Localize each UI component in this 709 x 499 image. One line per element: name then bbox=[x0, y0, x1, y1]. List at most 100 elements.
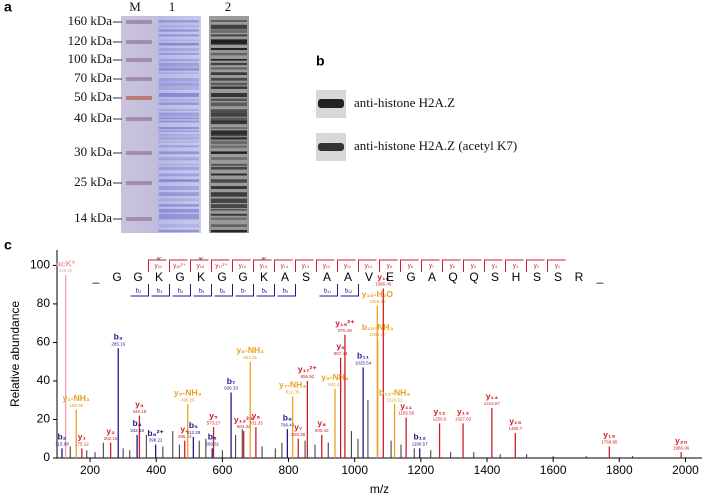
peak-mz: 1068.48 bbox=[369, 299, 386, 304]
y-bracket bbox=[442, 259, 461, 272]
marker-label: 100 kDa bbox=[68, 51, 113, 66]
peak-ion: y₁₉²⁺ bbox=[335, 318, 355, 328]
y-bracket bbox=[379, 259, 398, 272]
y-ladder-label: y₁₁ bbox=[344, 264, 351, 270]
peak-ion: y₁₁ bbox=[400, 401, 412, 411]
gel-band bbox=[211, 29, 247, 33]
y-axis-label: Relative abundance bbox=[8, 301, 22, 407]
y-ladder-label: y₃ bbox=[513, 264, 519, 270]
y-bracket bbox=[358, 259, 377, 272]
y-ladder-label: y₁₆ bbox=[239, 264, 247, 270]
gel-band bbox=[159, 140, 199, 143]
peak-mz: 626.33 bbox=[224, 386, 238, 391]
blot-label: anti-histone H2A.Z (acetyl K7) bbox=[354, 138, 517, 153]
peak-mz: 1256.6 bbox=[433, 417, 447, 422]
y-bracket bbox=[337, 259, 356, 272]
residue: G bbox=[133, 270, 142, 284]
y-tick-label: 40 bbox=[37, 373, 51, 387]
marker-band bbox=[126, 217, 152, 221]
x-tick-label: 1600 bbox=[540, 463, 567, 477]
peak-mz: 486.24 bbox=[178, 434, 192, 439]
x-tick-label: 400 bbox=[146, 463, 166, 477]
peak-mz: 796.44 bbox=[280, 422, 294, 427]
peak-ion: b₄ bbox=[132, 418, 141, 428]
b-ladder-label: b₁₁ bbox=[324, 289, 331, 295]
panel-c: c 0 20 40 60 80 100 200 400 600 800 1000 1200 1400 160… bbox=[4, 237, 702, 496]
peak-ion: acK* bbox=[56, 258, 76, 268]
peak-ion: y₅ bbox=[209, 410, 218, 420]
residue: A bbox=[344, 270, 352, 284]
panel-label: c bbox=[4, 237, 12, 253]
gel-band bbox=[211, 163, 247, 166]
marker-label: 50 kDa bbox=[74, 89, 112, 104]
peak-ion: y₈ bbox=[317, 418, 326, 428]
y-ladder-label: y₁₀ bbox=[365, 264, 373, 270]
gel-band bbox=[211, 137, 247, 140]
peak-ion: y₁₀-H₂O bbox=[362, 289, 394, 299]
b-bracket bbox=[151, 284, 170, 297]
residue: S bbox=[491, 270, 499, 284]
peak-mz: 126.09 bbox=[59, 268, 73, 273]
gel-band bbox=[159, 163, 199, 166]
gel-band bbox=[211, 34, 247, 37]
blot-band bbox=[318, 99, 344, 108]
peak-mz: 1414.67 bbox=[484, 401, 501, 406]
gel-band bbox=[211, 157, 247, 160]
peak-ion: y₁₄ bbox=[486, 391, 498, 401]
peak-ion: y₁₈ bbox=[603, 430, 615, 440]
peak-mz: 398.22 bbox=[149, 438, 163, 443]
gel-band bbox=[211, 213, 247, 216]
b-ladder-label: b₇ bbox=[241, 289, 246, 295]
b-bracket bbox=[193, 284, 212, 297]
b-bracket bbox=[172, 284, 191, 297]
b-ladder-label: b₄ bbox=[178, 289, 184, 295]
gel-band bbox=[211, 151, 247, 154]
gel-band bbox=[159, 157, 199, 161]
gel-band bbox=[211, 166, 247, 170]
y-ladder-label: y₁ bbox=[555, 264, 560, 270]
y-ladder-label: y₆ bbox=[450, 264, 456, 270]
peak-ion: y₁₃²⁺ bbox=[234, 414, 254, 424]
marker-band bbox=[126, 77, 152, 81]
gel-band bbox=[159, 102, 199, 105]
peak-mz: 495.26 bbox=[181, 397, 195, 402]
gel-band bbox=[159, 204, 199, 207]
y-bracket bbox=[316, 259, 335, 272]
panel-label: b bbox=[316, 53, 325, 69]
marker-band bbox=[126, 181, 152, 185]
peak-ion: y₃ bbox=[135, 399, 144, 409]
peak-mz: 701.33 bbox=[249, 420, 263, 425]
gel-band bbox=[211, 39, 247, 44]
peak-ion: y₇ bbox=[294, 422, 303, 432]
marker-label: 120 kDa bbox=[68, 33, 113, 48]
y-bracket bbox=[211, 259, 230, 272]
lane-label: 1 bbox=[169, 0, 176, 14]
b-bracket bbox=[277, 284, 296, 297]
residue: G bbox=[238, 270, 247, 284]
gel-band bbox=[159, 186, 199, 190]
y-bracket bbox=[190, 259, 209, 272]
residue: H bbox=[512, 270, 521, 284]
y-bracket bbox=[169, 259, 188, 272]
peak-ion: y₂ bbox=[106, 426, 115, 436]
gel-band bbox=[211, 20, 247, 22]
gel-band bbox=[159, 192, 199, 196]
x-tick-label: 1800 bbox=[606, 463, 633, 477]
gel-band bbox=[211, 72, 247, 76]
b-bracket bbox=[235, 284, 254, 297]
residue: V bbox=[365, 270, 373, 284]
lane-label: M bbox=[129, 0, 141, 14]
peak-mz: 512.28 bbox=[186, 430, 200, 435]
acetyl-mark: ac bbox=[261, 256, 267, 262]
gel-band bbox=[211, 198, 247, 203]
y-bracket bbox=[295, 259, 314, 272]
residue: K bbox=[260, 270, 268, 284]
y-ladder-label: y₅ bbox=[471, 264, 477, 270]
peak-ion: y₇-NH₃ bbox=[279, 380, 306, 390]
gel-band bbox=[211, 58, 247, 61]
gel-band bbox=[159, 24, 199, 28]
marker-label: 25 kDa bbox=[74, 174, 112, 189]
y-bracket bbox=[421, 259, 440, 272]
marker-label: 30 kDa bbox=[74, 144, 112, 159]
gel-band bbox=[159, 224, 199, 228]
